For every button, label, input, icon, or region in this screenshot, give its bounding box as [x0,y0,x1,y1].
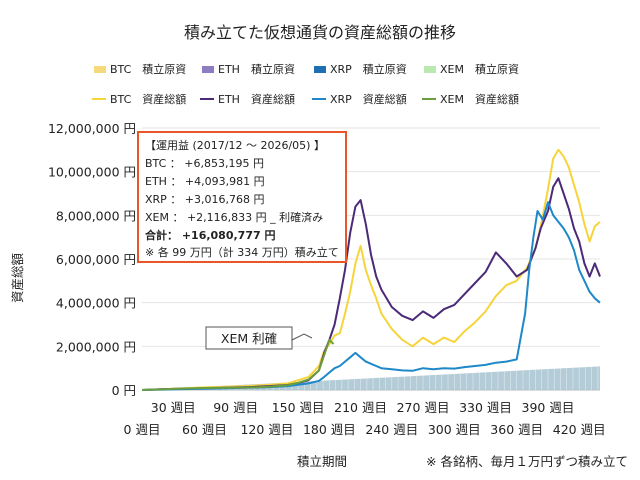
y-tick-label: 6,000,000 円 [56,252,136,267]
legend-label: XRP 資産総額 [330,92,407,106]
y-tick-label: 2,000,000 円 [56,339,136,354]
legend-label: BTC 資産総額 [110,92,186,106]
x-tick-label: 390 週目 [522,400,575,415]
x-tick-label: 270 週目 [397,400,450,415]
x-tick-label: 120 週目 [240,422,293,437]
x-tick-label: 180 週目 [303,422,356,437]
legend-label: XEM 資産総額 [440,92,519,106]
x-tick-label: 90 週目 [213,400,258,415]
x-tick-label: 60 週目 [182,422,227,437]
x-tick-label: 300 週目 [428,422,481,437]
legend-swatch [424,66,436,73]
annotation-xrp: XRP ： +3,016,768 円 [145,193,265,206]
series-line [141,148,601,391]
y-axis-label: 資産総額 [10,253,25,304]
chart-title: 積み立てた仮想通貨の資産総額の推移 [184,23,456,42]
x-tick-label: 30 週目 [151,400,196,415]
series-line [141,201,601,391]
y-tick-label: 10,000,000 円 [48,165,136,180]
y-tick-labels: 0 円 2,000,000 円 4,000,000 円 6,000,000 円 8,00… [48,121,136,398]
x-tick-labels: 30 週目 90 週目 150 週目 210 週目 270 週目 330 週目 390 週目… [124,400,606,437]
legend-label: ETH 積立原資 [218,62,295,76]
footnote: ※ 各銘柄、毎月１万円ずつ積み立て [426,454,628,469]
y-tick-label: 0 円 [112,383,136,398]
legend-label: XEM 積立原資 [440,62,519,76]
legend: BTC 積立原資 ETH 積立原資 XRP 積立原資 XEM 積立原資 BTC 資産総額… [92,62,519,106]
series-line [141,338,335,391]
annotation-eth: ETH ： +4,093,981 円 [145,175,265,188]
xem-callout-pointer [291,333,313,341]
x-tick-label: 240 週目 [365,422,418,437]
y-tick-label: 8,000,000 円 [56,208,136,223]
x-axis-label: 積立期間 [297,454,347,469]
legend-swatch [314,66,326,73]
annotation-box: 【運用益 (2017/12 〜 2026/05) 】 BTC ： +6,853,… [137,131,347,263]
x-tick-label: 210 週目 [334,400,387,415]
xem-callout: XEM 利確 [205,326,313,350]
x-tick-label: 0 週目 [124,422,161,437]
legend-label: XRP 積立原資 [330,62,407,76]
annotation-btc: BTC ： +6,853,195 円 [145,157,264,170]
legend-swatch [202,66,214,73]
legend-label: BTC 積立原資 [110,62,186,76]
series-lines [141,148,601,391]
annotation-note: ※ 各 99 万円（計 334 万円）積み立て [145,245,339,259]
annotation-total: 合計： +16,080,777 円 [145,228,275,242]
xem-callout-box [205,326,293,350]
annotation-xem: XEM ： +2,116,833 円 _ 利確済み [145,210,323,224]
annotation-box-border [137,131,347,263]
x-tick-label: 420 週目 [553,422,606,437]
x-tick-label: 150 週目 [272,400,325,415]
x-tick-label: 330 週目 [459,400,512,415]
xem-callout-text: XEM 利確 [221,331,277,346]
legend-label: ETH 資産総額 [218,92,295,106]
y-tick-label: 12,000,000 円 [48,121,136,136]
x-tick-label: 360 週目 [490,422,543,437]
y-tick-label: 4,000,000 円 [56,296,136,311]
legend-swatch [94,66,106,73]
annotation-title: 【運用益 (2017/12 〜 2026/05) 】 [145,138,325,152]
